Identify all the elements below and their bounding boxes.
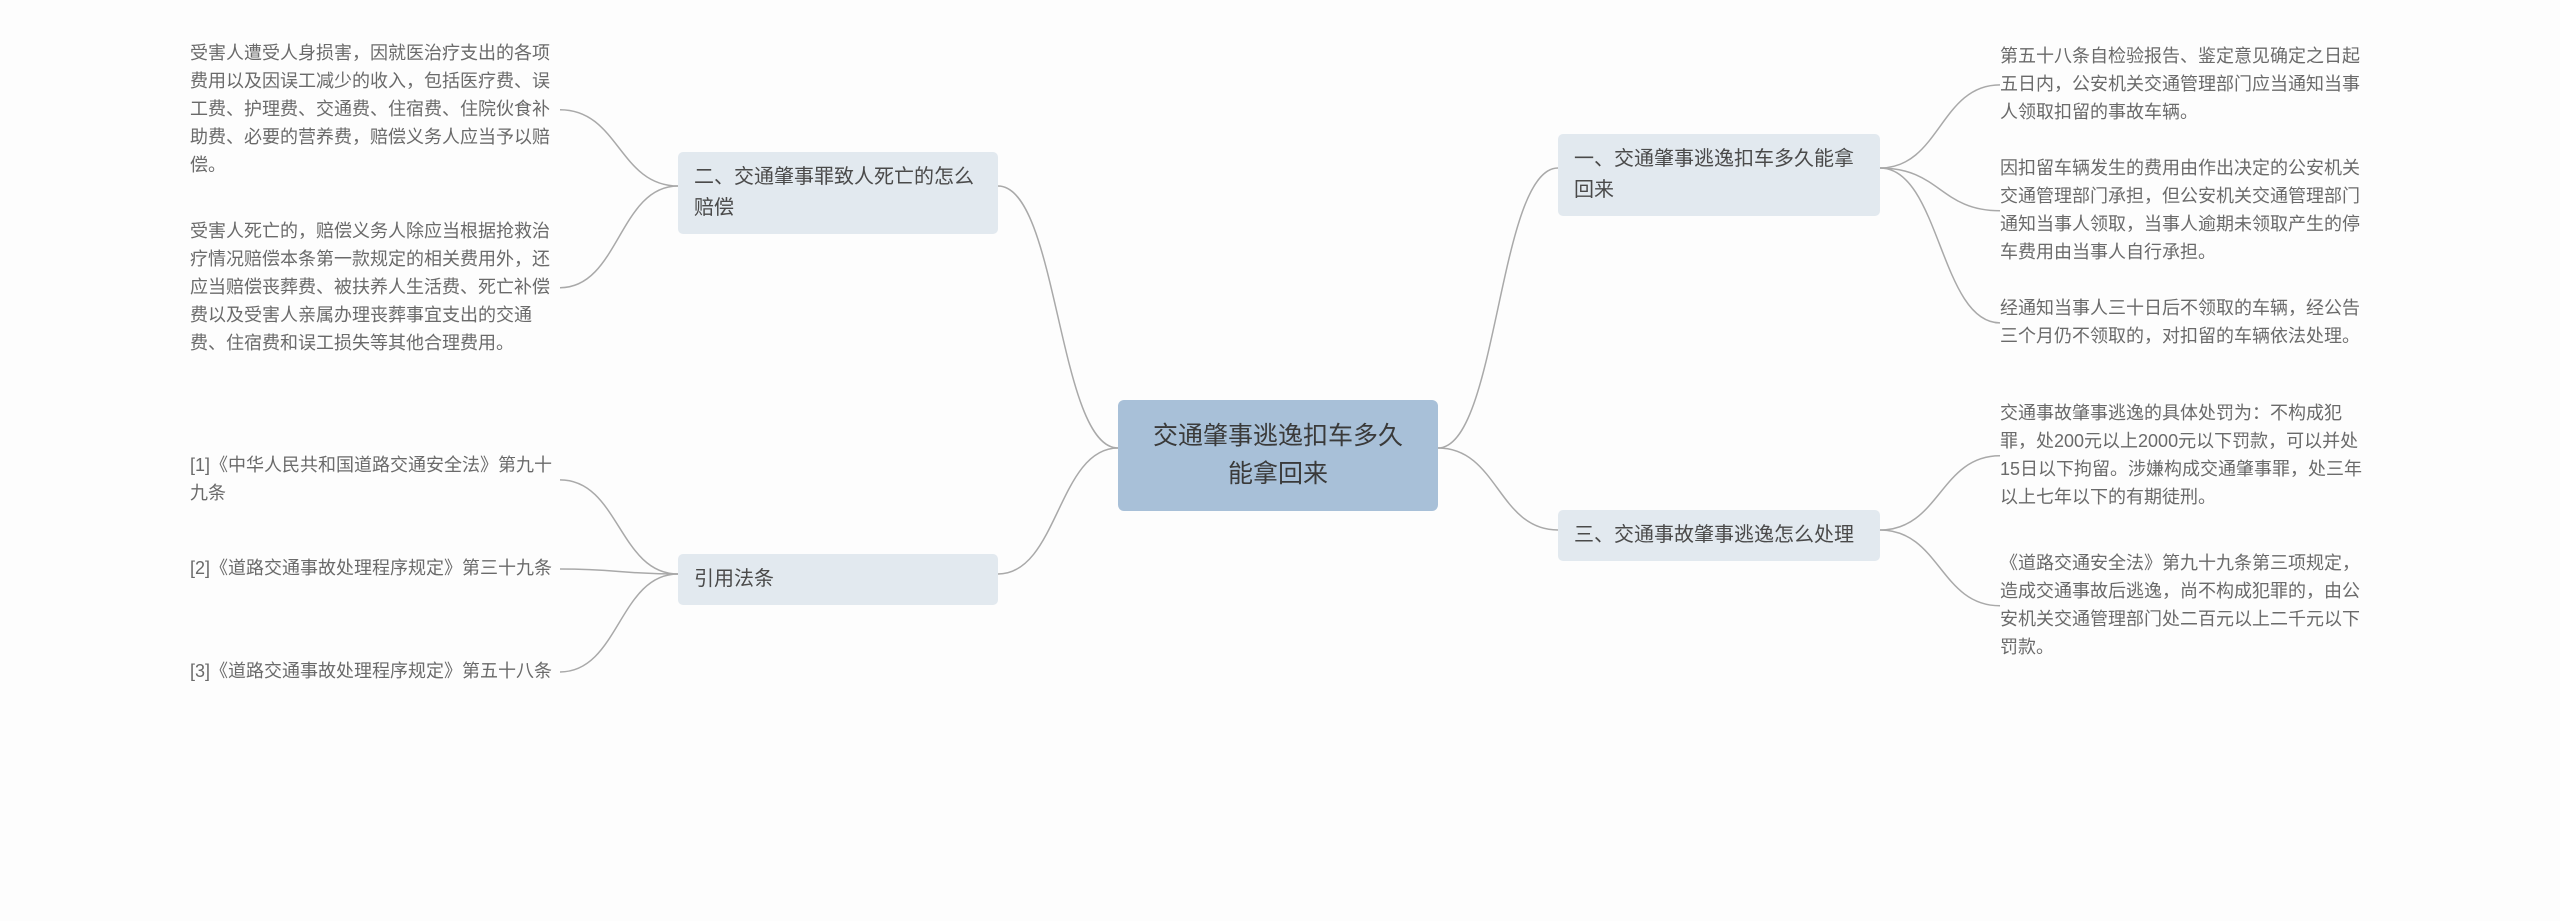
branch-right-2: 三、交通事故肇事逃逸怎么处理 bbox=[1558, 510, 1880, 561]
branch-left-2: 引用法条 bbox=[678, 554, 998, 605]
leaf-l2-3: [3]《道路交通事故处理程序规定》第五十八条 bbox=[190, 658, 560, 686]
leaf-l2-1: [1]《中华人民共和国道路交通安全法》第九十九条 bbox=[190, 452, 560, 508]
branch-right-1: 一、交通肇事逃逸扣车多久能拿回来 bbox=[1558, 134, 1880, 216]
branch-left-1: 二、交通肇事罪致人死亡的怎么赔偿 bbox=[678, 152, 998, 234]
leaf-r1-3: 经通知当事人三十日后不领取的车辆，经公告三个月仍不领取的，对扣留的车辆依法处理。 bbox=[2000, 295, 2370, 351]
leaf-l1-1: 受害人遭受人身损害，因就医治疗支出的各项费用以及因误工减少的收入，包括医疗费、误… bbox=[190, 40, 560, 179]
leaf-l1-2: 受害人死亡的，赔偿义务人除应当根据抢救治疗情况赔偿本条第一款规定的相关费用外，还… bbox=[190, 218, 560, 357]
leaf-r2-1: 交通事故肇事逃逸的具体处罚为：不构成犯罪，处200元以上2000元以下罚款，可以… bbox=[2000, 400, 2370, 512]
leaf-r1-1: 第五十八条自检验报告、鉴定意见确定之日起五日内，公安机关交通管理部门应当通知当事… bbox=[2000, 43, 2370, 127]
leaf-r2-2: 《道路交通安全法》第九十九条第三项规定，造成交通事故后逃逸，尚不构成犯罪的，由公… bbox=[2000, 550, 2370, 662]
leaf-l2-2: [2]《道路交通事故处理程序规定》第三十九条 bbox=[190, 555, 560, 583]
mindmap-root: 交通肇事逃逸扣车多久能拿回来 bbox=[1118, 400, 1438, 511]
leaf-r1-2: 因扣留车辆发生的费用由作出决定的公安机关交通管理部门承担，但公安机关交通管理部门… bbox=[2000, 155, 2370, 267]
